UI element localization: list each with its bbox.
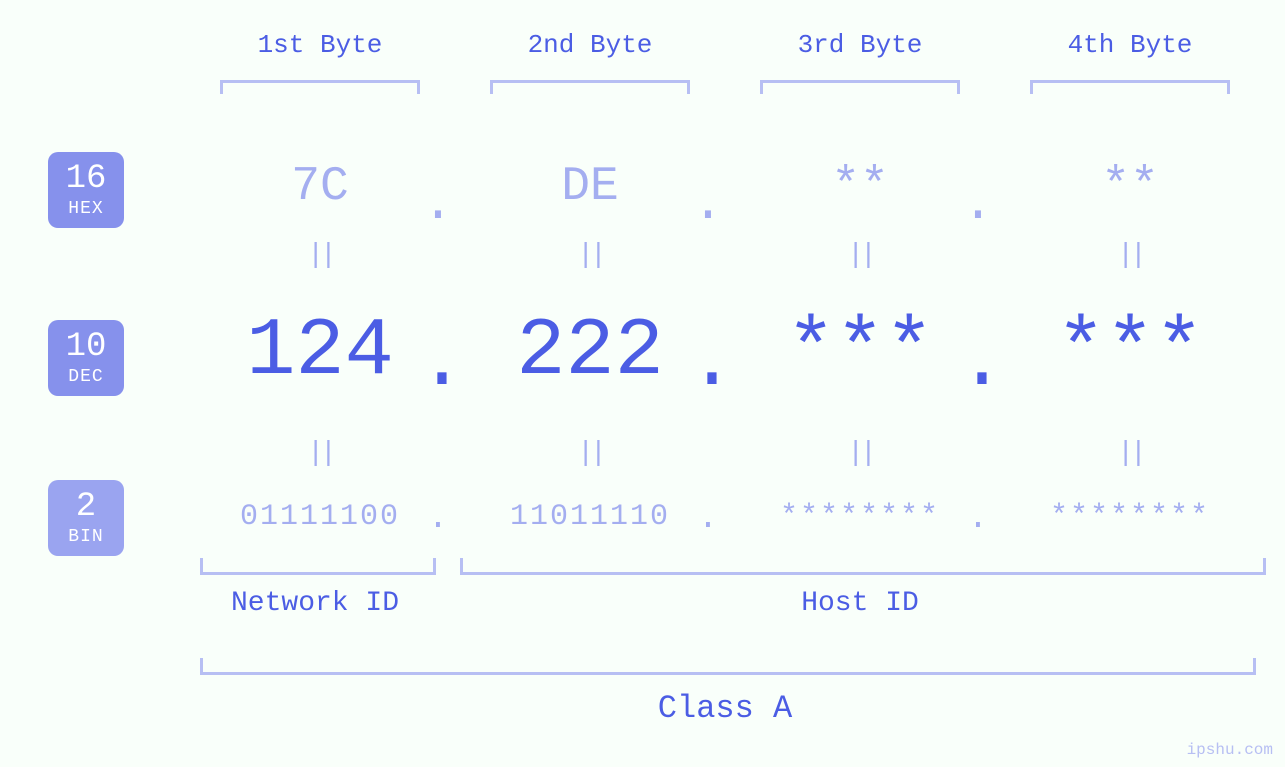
dec-dot-2: . (688, 318, 728, 409)
network-id-bracket (200, 558, 436, 575)
hex-dot-2: . (688, 175, 728, 234)
hex-dot-3: . (958, 175, 998, 234)
radix-badge-bin: 2BIN (48, 480, 124, 556)
equals-hex-dec-1: || (190, 240, 450, 271)
equals-dec-bin-3: || (730, 438, 990, 469)
bin-dot-3: . (958, 500, 998, 538)
bin-dot-2: . (688, 500, 728, 538)
byte-header-4: 4th Byte (1000, 30, 1260, 60)
dec-byte-3: *** (730, 305, 990, 398)
host-id-bracket (460, 558, 1266, 575)
dec-byte-4: *** (1000, 305, 1260, 398)
network-id-label: Network ID (190, 588, 440, 619)
class-bracket (200, 658, 1256, 675)
equals-hex-dec-4: || (1000, 240, 1260, 271)
equals-hex-dec-3: || (730, 240, 990, 271)
hex-byte-4: ** (1000, 160, 1260, 214)
equals-dec-bin-4: || (1000, 438, 1260, 469)
byte-header-1: 1st Byte (190, 30, 450, 60)
equals-dec-bin-2: || (460, 438, 720, 469)
hex-dot-1: . (418, 175, 458, 234)
dec-byte-1: 124 (190, 305, 450, 398)
byte-header-2: 2nd Byte (460, 30, 720, 60)
byte-bracket-top-3 (760, 80, 960, 94)
hex-byte-2: DE (460, 160, 720, 214)
bin-byte-4: ******** (1000, 500, 1260, 534)
bin-byte-3: ******** (730, 500, 990, 534)
hex-byte-1: 7C (190, 160, 450, 214)
bin-byte-2: 11011110 (460, 500, 720, 534)
byte-header-3: 3rd Byte (730, 30, 990, 60)
equals-dec-bin-1: || (190, 438, 450, 469)
equals-hex-dec-2: || (460, 240, 720, 271)
dec-dot-1: . (418, 318, 458, 409)
dec-dot-3: . (958, 318, 998, 409)
radix-badge-dec: 10DEC (48, 320, 124, 396)
byte-bracket-top-2 (490, 80, 690, 94)
byte-bracket-top-4 (1030, 80, 1230, 94)
bin-byte-1: 01111100 (190, 500, 450, 534)
radix-badge-hex: 16HEX (48, 152, 124, 228)
hex-byte-3: ** (730, 160, 990, 214)
host-id-label: Host ID (460, 588, 1260, 619)
class-label: Class A (200, 690, 1250, 727)
bin-dot-1: . (418, 500, 458, 538)
watermark: ipshu.com (1187, 741, 1273, 759)
byte-bracket-top-1 (220, 80, 420, 94)
dec-byte-2: 222 (460, 305, 720, 398)
